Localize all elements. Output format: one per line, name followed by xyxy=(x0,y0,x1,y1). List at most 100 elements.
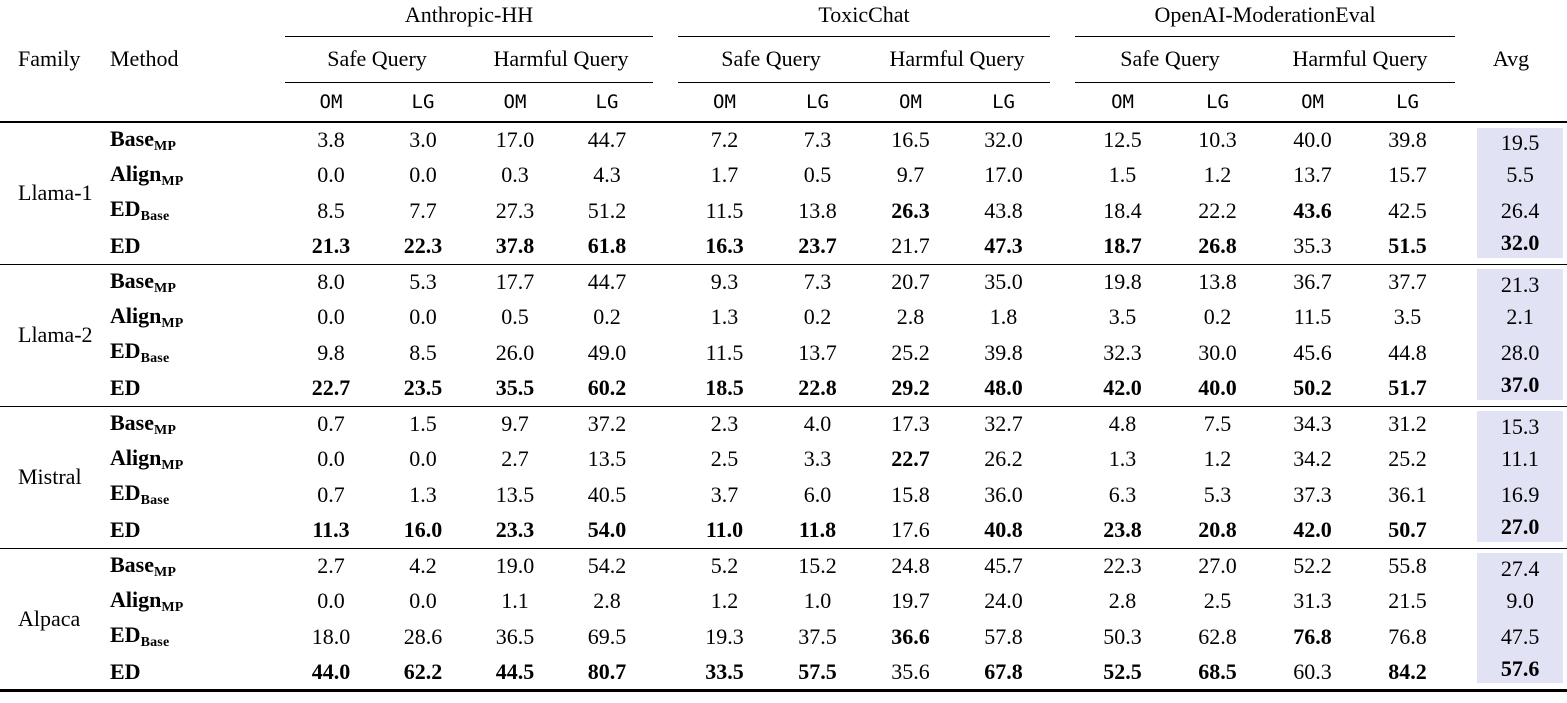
spacer xyxy=(1050,264,1075,300)
score-cell: 32.0 xyxy=(984,127,1023,153)
method-label: AlignMP xyxy=(110,584,285,620)
spacer xyxy=(653,335,678,371)
score-cell: 0.0 xyxy=(409,304,437,330)
corner-blank xyxy=(0,0,110,36)
score-cell: 8.5 xyxy=(409,339,437,365)
spacer xyxy=(653,370,678,407)
score-cell: 32.3 xyxy=(1103,339,1142,365)
score-cell: 9.3 xyxy=(710,269,739,294)
table-row: EDBase 18.0 28.6 36.5 69.5 19.3 37.5 36.6 57.8 50… xyxy=(0,619,1567,655)
score-cell: 37.3 xyxy=(1293,481,1332,507)
score-cell: 27.3 xyxy=(495,197,535,223)
harmful-query-header: Harmful Query xyxy=(864,36,1051,83)
score-cell: 52.2 xyxy=(1293,553,1332,578)
avg-score-cell: 15.3 xyxy=(1455,406,1567,442)
score-cell: 35.5 xyxy=(469,370,561,407)
table-row: Mistral BaseMP 0.7 1.5 9.7 37.2 2.3 4.0 17.3 32.7… xyxy=(0,406,1567,549)
score-cell: 34.2 xyxy=(1293,446,1332,472)
score-cell: 0.7 xyxy=(317,481,345,507)
spacer xyxy=(1050,335,1075,371)
family-label: Mistral xyxy=(0,406,110,549)
method-base-text: Base xyxy=(110,125,154,151)
score-cell: 26.3 xyxy=(891,197,930,223)
score-cell: 2.8 xyxy=(593,588,621,614)
score-cell: 0.5 xyxy=(803,162,832,188)
score-cell: 1.1 xyxy=(501,588,529,614)
score-cell: 36.6 xyxy=(891,623,930,649)
score-cell: 2.8 xyxy=(896,304,925,330)
spacer xyxy=(1050,36,1075,82)
method-base-text: Base xyxy=(110,267,154,293)
score-cell: 1.5 xyxy=(409,411,437,436)
spacer xyxy=(653,584,678,620)
score-cell: 0.2 xyxy=(1203,304,1232,330)
table-row: ED 21.3 22.3 37.8 61.8 16.3 23.7 21.7 47.3 18.7 26… xyxy=(0,228,1567,265)
spacer xyxy=(1050,548,1075,584)
score-cell: 57.5 xyxy=(771,654,864,692)
score-cell: 0.0 xyxy=(317,162,345,188)
method-base-text: ED xyxy=(110,233,141,258)
harmful-query-header: Harmful Query xyxy=(469,36,653,83)
score-cell: 2.5 xyxy=(1203,588,1232,614)
method-base-text: ED xyxy=(110,480,141,506)
spacer xyxy=(1050,228,1076,265)
metric-header-lg: LG xyxy=(561,82,653,123)
score-cell: 0.0 xyxy=(409,162,437,188)
score-cell: 4.3 xyxy=(593,162,621,188)
score-cell: 62.2 xyxy=(377,654,469,692)
table-row: EDBase 9.8 8.5 26.0 49.0 11.5 13.7 25.2 39.8 32.3… xyxy=(0,335,1567,371)
score-cell: 7.3 xyxy=(803,269,832,294)
score-cell: 42.0 xyxy=(1265,512,1361,549)
score-cell: 35.0 xyxy=(984,269,1023,294)
score-cell: 3.0 xyxy=(409,127,437,153)
score-cell: 4.8 xyxy=(1108,411,1137,436)
avg-score-cell: 28.0 xyxy=(1455,335,1567,371)
score-cell: 15.7 xyxy=(1388,162,1427,188)
score-cell: 16.3 xyxy=(678,228,771,265)
score-cell: 42.5 xyxy=(1388,197,1427,223)
score-cell: 0.2 xyxy=(803,304,832,330)
score-cell: 37.8 xyxy=(469,228,561,265)
corner-blank xyxy=(110,0,285,36)
score-cell: 36.0 xyxy=(984,481,1023,507)
score-cell: 5.3 xyxy=(1203,481,1232,507)
method-base-text: ED xyxy=(110,375,141,400)
harmful-query-header: Harmful Query xyxy=(1265,36,1456,83)
metric-header-om: OM xyxy=(285,82,377,123)
dataset-header-row: Anthropic-HH ToxicChat OpenAI-Moderation… xyxy=(0,0,1567,37)
avg-score-cell: 11.1 xyxy=(1455,441,1567,477)
score-cell: 31.2 xyxy=(1388,411,1427,436)
score-cell: 23.8 xyxy=(1075,512,1171,549)
metric-header-lg: LG xyxy=(957,82,1051,123)
score-cell: 24.0 xyxy=(984,588,1023,614)
spacer xyxy=(653,300,678,336)
score-cell: 43.6 xyxy=(1293,197,1332,223)
score-cell: 76.8 xyxy=(1388,623,1427,649)
method-label: ED xyxy=(110,228,285,265)
score-cell: 69.5 xyxy=(587,623,627,649)
metric-header-row: OM LG OM LG OM LG OM LG OM LG OM LG xyxy=(0,82,1567,123)
score-cell: 9.7 xyxy=(501,411,529,436)
score-cell: 44.7 xyxy=(587,269,627,294)
method-subscript: MP xyxy=(161,315,184,331)
score-cell: 21.5 xyxy=(1388,588,1427,614)
score-cell: 17.7 xyxy=(495,269,535,294)
dataset-header-openai-moderationeval: OpenAI-ModerationEval xyxy=(1075,0,1456,37)
score-cell: 50.7 xyxy=(1360,512,1456,549)
score-cell: 13.5 xyxy=(587,446,627,472)
score-cell: 40.0 xyxy=(1170,370,1266,407)
avg-score-cell: 27.4 xyxy=(1455,548,1567,584)
blank xyxy=(1455,82,1567,123)
score-cell: 13.8 xyxy=(1198,269,1237,294)
avg-score-cell: 5.5 xyxy=(1455,157,1567,193)
family-label: Llama-2 xyxy=(0,264,110,407)
score-cell: 44.8 xyxy=(1388,339,1427,365)
table-body: Llama-1 BaseMP 3.8 3.0 17.0 44.7 7.2 7.3 16.5 32.… xyxy=(0,122,1567,692)
score-cell: 21.3 xyxy=(285,228,377,265)
score-cell: 50.3 xyxy=(1103,623,1142,649)
score-cell: 44.0 xyxy=(285,654,377,692)
score-cell: 2.7 xyxy=(317,553,345,578)
method-subscript: Base xyxy=(140,351,170,367)
method-base-text: Align xyxy=(110,160,162,186)
spacer xyxy=(1050,654,1076,692)
